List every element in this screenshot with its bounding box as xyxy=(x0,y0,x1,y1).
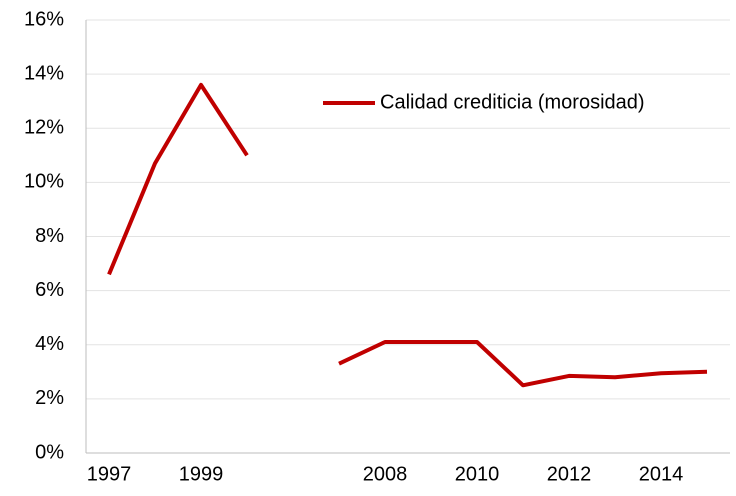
x-tick-label: 2012 xyxy=(547,463,592,485)
y-tick-label: 14% xyxy=(24,62,64,84)
y-tick-label: 8% xyxy=(35,225,64,247)
data-line xyxy=(107,82,708,388)
y-tick-label: 0% xyxy=(35,441,64,463)
y-tick-label: 6% xyxy=(35,279,64,301)
x-tick-label: 2008 xyxy=(363,463,408,485)
y-tick-label: 4% xyxy=(35,333,64,355)
y-tick-label: 16% xyxy=(24,8,64,30)
y-tick-label: 2% xyxy=(35,387,64,409)
x-tick-label: 2010 xyxy=(455,463,500,485)
x-tick-label: 1997 xyxy=(87,463,132,485)
y-tick-label: 10% xyxy=(24,171,64,193)
x-tick-label: 1999 xyxy=(179,463,224,485)
legend-label: Calidad crediticia (morosidad) xyxy=(380,91,645,113)
y-tick-label: 12% xyxy=(24,117,64,139)
x-tick-label: 2014 xyxy=(639,463,684,485)
